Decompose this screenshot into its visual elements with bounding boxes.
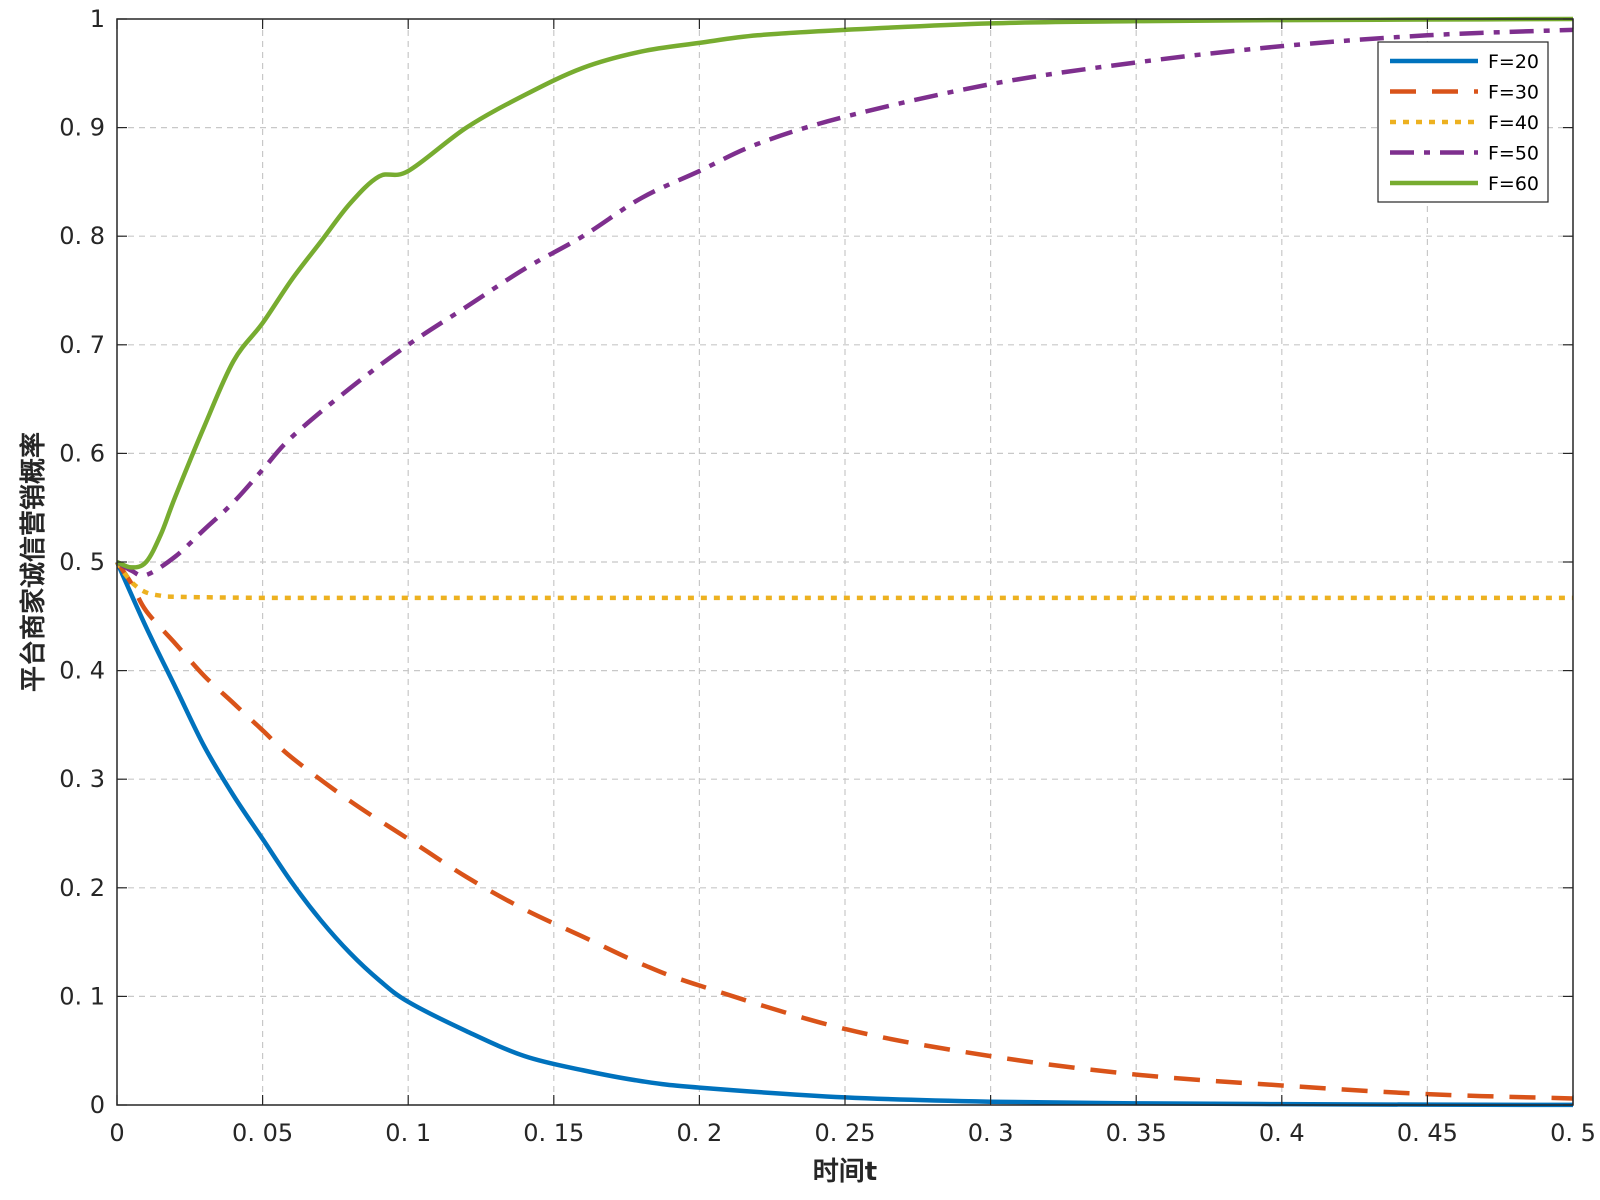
series-line-f-30 [115, 560, 1574, 1101]
y-tick-label: 0. 1 [59, 982, 105, 1010]
y-tick-label: 0. 5 [59, 548, 105, 576]
y-tick-label: 1 [90, 5, 105, 33]
legend: F=20 F=30 F=40 F=50 F=60 [1377, 41, 1549, 203]
y-tick-label: 0. 8 [59, 222, 105, 250]
y-tick-label: 0. 6 [59, 439, 105, 467]
x-tick-label: 0. 05 [232, 1119, 293, 1147]
axis-ticks [116, 18, 1574, 1106]
x-tick-label: 0. 1 [385, 1119, 431, 1147]
legend-label: F=40 [1488, 112, 1539, 134]
x-tick-label: 0. 45 [1397, 1119, 1458, 1147]
x-tick-label: 0. 25 [814, 1119, 875, 1147]
legend-label: F=60 [1488, 173, 1539, 195]
x-tick-label: 0. 35 [1106, 1119, 1167, 1147]
series-line-f-20 [114, 561, 1574, 1108]
x-tick-label: 0. 2 [677, 1119, 723, 1147]
x-tick-label: 0. 3 [968, 1119, 1014, 1147]
series-line-f-40 [115, 560, 1573, 601]
y-axis-title: 平台商家诚信营销概率 [18, 432, 49, 692]
x-tick-label: 0 [109, 1119, 124, 1147]
grid-lines [117, 19, 1573, 1105]
x-tick-labels: 0 0. 05 0. 1 0. 15 0. 2 0. 25 0. 3 0. 35 0. 4 0. … [109, 1119, 1596, 1147]
y-tick-label: 0. 2 [59, 874, 105, 902]
legend-box [1377, 41, 1549, 203]
x-tick-label: 0. 15 [523, 1119, 584, 1147]
y-tick-label: 0. 7 [59, 331, 105, 359]
legend-label: F=50 [1488, 143, 1539, 165]
y-tick-labels: 0 0. 1 0. 2 0. 3 0. 4 0. 5 0. 6 0. 7 0. 8 0. 9 1 [59, 5, 105, 1119]
series-line-f-50 [115, 27, 1574, 578]
y-tick-label: 0. 4 [59, 657, 105, 685]
x-tick-label: 0. 5 [1550, 1119, 1596, 1147]
legend-label: F=20 [1488, 51, 1539, 73]
y-tick-label: 0. 9 [59, 114, 105, 142]
series-layer [114, 16, 1574, 1108]
y-tick-label: 0. 3 [59, 765, 105, 793]
x-axis-title: 时间t [813, 1157, 877, 1187]
legend-label: F=30 [1488, 82, 1539, 104]
y-tick-label: 0 [90, 1091, 105, 1119]
x-tick-label: 0. 4 [1259, 1119, 1305, 1147]
